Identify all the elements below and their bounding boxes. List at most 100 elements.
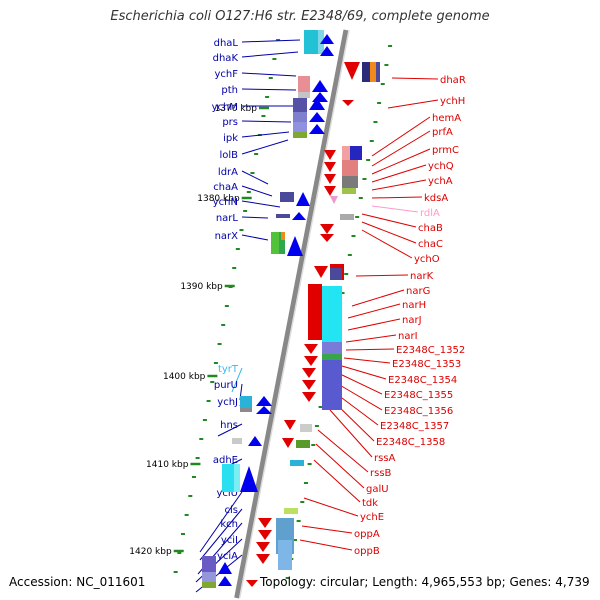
forward-gene-arrow [320, 34, 334, 44]
gene-label-narJ: narJ [402, 315, 422, 326]
reverse-gene-arrow [258, 530, 272, 540]
reverse-gene-arrow [314, 266, 328, 278]
feature-block [322, 360, 342, 410]
accession-label: Accession: NC_011601 [9, 575, 146, 589]
gene-connector [231, 367, 243, 393]
reverse-gene-arrow [344, 62, 360, 80]
reverse-gene-arrow [258, 518, 272, 528]
gene-connector [199, 508, 243, 561]
gene-connector [361, 213, 417, 228]
gene-label-yciU: yciU [216, 488, 238, 499]
forward-gene-arrow [292, 212, 306, 220]
feature-block [202, 582, 216, 588]
gene-connector [199, 491, 243, 553]
feature-block [296, 440, 310, 448]
gene-label-E2348C_1356: E2348C_1356 [384, 406, 453, 417]
feature-block [350, 146, 362, 160]
feature-block [290, 460, 304, 466]
genome-backbone-highlight [238, 29, 350, 599]
gene-label-yciA: yciA [217, 551, 238, 562]
reverse-gene-arrow [302, 380, 316, 390]
gene-label-rssB: rssB [370, 468, 392, 479]
gene-connector [371, 196, 423, 199]
gene-label-ychE: ychE [360, 512, 384, 523]
gene-label-ldrA: ldrA [218, 167, 238, 178]
reverse-gene-arrow [324, 186, 336, 196]
gene-label-ychM: ychM [212, 102, 238, 113]
gene-label-kdsA: kdsA [424, 193, 448, 204]
gene-label-E2348C_1355: E2348C_1355 [384, 390, 453, 401]
forward-gene-arrow [312, 92, 328, 102]
gene-connector [347, 318, 401, 331]
reverse-gene-arrow [302, 392, 316, 402]
gene-label-ipk: ipk [223, 133, 238, 144]
feature-block [322, 286, 342, 342]
gene-label-E2348C_1358: E2348C_1358 [376, 437, 445, 448]
feature-block [276, 214, 290, 218]
feature-block [298, 92, 310, 98]
feature-block [232, 438, 242, 444]
reverse-gene-arrow [304, 344, 318, 354]
reverse-gene-arrow [256, 542, 270, 552]
gene-label-galU: galU [366, 484, 389, 495]
feature-block [240, 408, 252, 412]
gene-connector [387, 99, 439, 109]
gene-label-cls: cls [225, 505, 239, 516]
gene-connector [241, 234, 269, 241]
reverse-gene-arrow [324, 162, 336, 172]
feature-block [304, 30, 318, 54]
gene-label-ychF: ychF [214, 69, 238, 80]
gene-connector [339, 373, 383, 395]
forward-gene-arrow [309, 98, 325, 110]
gene-connector [345, 334, 397, 343]
gene-label-kch: kch [220, 519, 238, 530]
feature-block [271, 232, 279, 254]
gene-label-ychA: ychA [428, 176, 453, 187]
gene-connector [303, 497, 359, 517]
gene-label-E2348C_1354: E2348C_1354 [388, 375, 457, 386]
feature-block [234, 464, 240, 492]
gene-label-purU: purU [214, 380, 238, 391]
reverse-arrow-icon [246, 580, 258, 587]
topology-summary: Topology: circular; Length: 4,965,553 bp… [260, 575, 590, 589]
reverse-gene-arrow [320, 224, 334, 234]
gene-label-dhaL: dhaL [214, 38, 239, 49]
feature-block [330, 268, 342, 280]
gene-label-pth: pth [221, 85, 238, 96]
feature-block [322, 342, 342, 354]
feature-block [362, 62, 370, 82]
reverse-gene-arrow [304, 356, 318, 366]
gene-connector [241, 39, 301, 43]
reverse-gene-arrow [342, 100, 354, 106]
gene-connector [241, 131, 290, 138]
gene-connector [315, 443, 365, 489]
gene-label-dhaK: dhaK [213, 53, 239, 64]
gene-connector [345, 348, 395, 351]
gene-connector [241, 139, 289, 155]
gene-connector [337, 383, 383, 411]
gene-label-prs: prs [222, 117, 238, 128]
gene-connector [341, 365, 387, 380]
forward-gene-arrow [218, 576, 232, 586]
gene-connector [329, 409, 373, 458]
gene-connector [313, 459, 361, 503]
forward-gene-arrow [240, 466, 258, 492]
gene-label-adhE: adhE [213, 455, 238, 466]
feature-block [298, 76, 310, 92]
gene-connector [241, 185, 273, 197]
gene-connector [241, 88, 297, 91]
gene-connector [241, 200, 281, 208]
gene-label-narH: narH [402, 300, 426, 311]
feature-block [202, 556, 216, 572]
gene-label-ychQ: ychQ [428, 161, 454, 172]
gene-label-hemA: hemA [432, 113, 461, 124]
feature-block [202, 572, 216, 582]
gene-connector [241, 120, 292, 123]
gene-label-hns: hns [220, 420, 238, 431]
gene-connector [241, 51, 299, 58]
feature-block [280, 192, 294, 202]
feature-block [376, 62, 380, 82]
feature-block [293, 98, 307, 112]
gene-label-narX: narX [215, 231, 239, 242]
